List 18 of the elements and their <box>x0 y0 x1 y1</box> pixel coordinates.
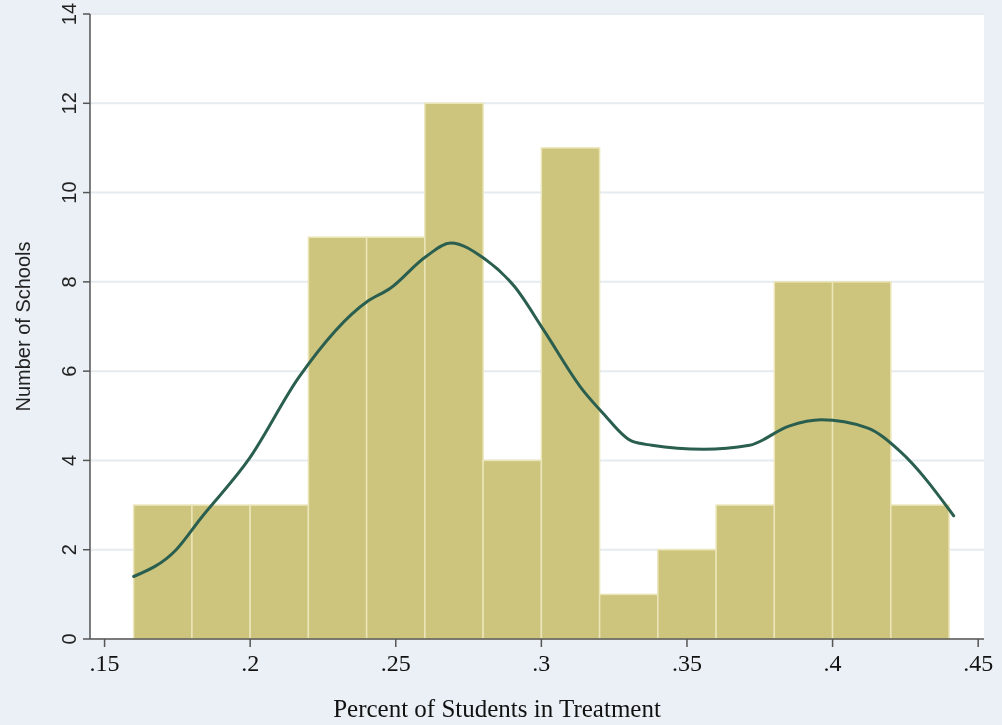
x-tick-label: .2 <box>241 650 260 676</box>
x-tick-label: .4 <box>823 650 842 676</box>
y-tick-label: 10 <box>58 181 80 204</box>
x-tick-label: .15 <box>89 650 120 676</box>
y-tick-label: 8 <box>58 276 80 288</box>
line-series <box>132 241 956 578</box>
y-tick-label: 2 <box>58 544 80 556</box>
x-tick-label: .3 <box>532 650 551 676</box>
y-tick-label: 12 <box>58 92 80 115</box>
y-tick-label: 4 <box>58 454 80 466</box>
x-tick-label: .35 <box>671 650 702 676</box>
y-axis-title: Number of Schools <box>12 241 34 412</box>
x-axis-title: Percent of Students in Treatment <box>333 695 661 722</box>
y-tick-label: 14 <box>58 2 80 26</box>
y-tick-label: 0 <box>58 633 80 645</box>
y-tick-label: 6 <box>58 365 80 377</box>
x-tick-label: .45 <box>963 650 994 676</box>
x-tick-label: .25 <box>380 650 411 676</box>
